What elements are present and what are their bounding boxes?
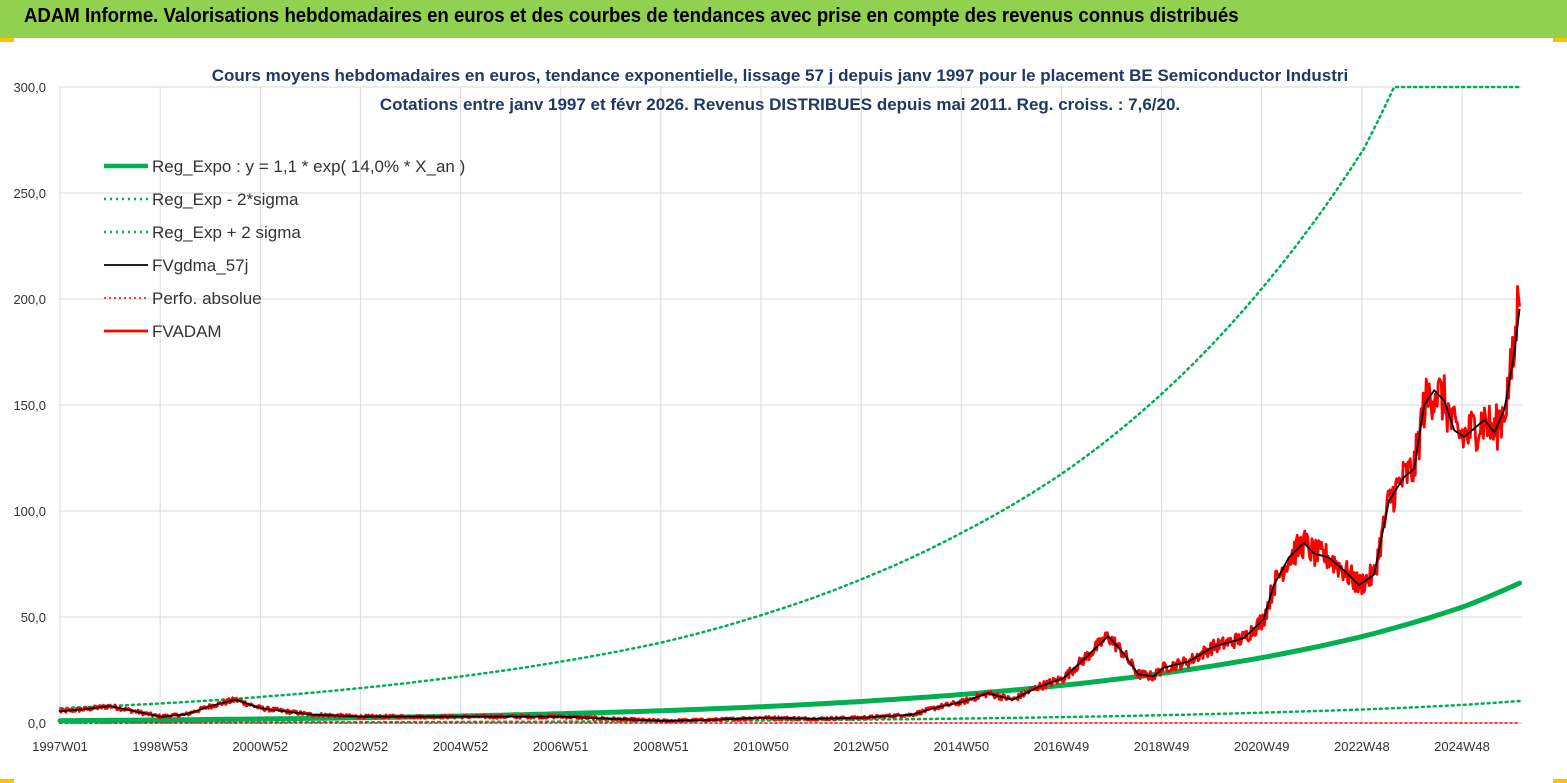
accent-bar-left: [0, 38, 14, 42]
series-line-3: [59, 308, 1521, 722]
chart-title-line-2: Cotations entre janv 1997 et févr 2026. …: [380, 95, 1180, 114]
y-tick-label: 100,0: [13, 504, 46, 519]
x-tick-label: 2000W52: [232, 739, 288, 754]
series-line-2: [58, 85, 1521, 710]
header-banner: ADAM Informe. Valorisations hebdomadaire…: [0, 0, 1567, 38]
x-tick-label: 1998W53: [132, 739, 188, 754]
legend-label: FVgdma_57j: [152, 256, 248, 275]
x-tick-label: 2020W49: [1234, 739, 1290, 754]
accent-bar-bottom-right: [1553, 779, 1567, 783]
x-tick-label: 2004W52: [433, 739, 489, 754]
legend-label: Reg_Exp + 2 sigma: [152, 223, 301, 242]
x-tick-label: 2010W50: [733, 739, 789, 754]
y-tick-label: 200,0: [13, 292, 46, 307]
grid: [59, 86, 1522, 724]
x-tick-label: 2022W48: [1334, 739, 1390, 754]
legend: Reg_Expo : y = 1,1 * exp( 14,0% * X_an )…: [104, 157, 465, 341]
x-tick-label: 2024W48: [1434, 739, 1490, 754]
y-tick-label: 0,0: [28, 716, 46, 731]
y-tick-label: 150,0: [13, 398, 46, 413]
series-line-5: [58, 285, 1521, 724]
x-tick-label: 2006W51: [533, 739, 589, 754]
legend-label: Reg_Exp - 2*sigma: [152, 190, 299, 209]
accent-bar-bottom-left: [0, 779, 14, 783]
axes: Cours moyens hebdomadaires en euros, ten…: [13, 66, 1522, 754]
x-tick-label: 2012W50: [833, 739, 889, 754]
page-title: ADAM Informe. Valorisations hebdomadaire…: [24, 5, 1239, 27]
series-line-0: [57, 580, 1522, 724]
x-tick-label: 2002W52: [333, 739, 389, 754]
x-tick-label: 2008W51: [633, 739, 689, 754]
legend-label: Reg_Expo : y = 1,1 * exp( 14,0% * X_an ): [152, 157, 465, 176]
x-tick-label: 1997W01: [32, 739, 88, 754]
series: [57, 85, 1522, 724]
accent-bar-right: [1553, 38, 1567, 42]
x-tick-label: 2016W49: [1034, 739, 1090, 754]
y-tick-label: 300,0: [13, 80, 46, 95]
x-tick-label: 2018W49: [1134, 739, 1190, 754]
x-tick-label: 2014W50: [933, 739, 989, 754]
y-tick-label: 250,0: [13, 186, 46, 201]
chart-title-line-1: Cours moyens hebdomadaires en euros, ten…: [212, 66, 1349, 85]
y-tick-label: 50,0: [21, 610, 46, 625]
legend-label: FVADAM: [152, 322, 222, 341]
legend-label: Perfo. absolue: [152, 289, 262, 308]
